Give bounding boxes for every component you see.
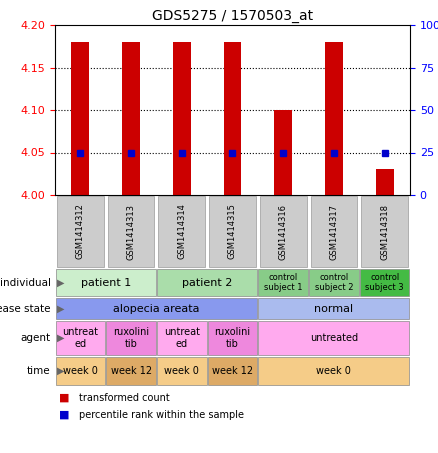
Text: week 0: week 0: [164, 366, 199, 376]
Bar: [157, 322, 207, 355]
Text: GSM1414315: GSM1414315: [228, 203, 237, 260]
Bar: [57, 197, 104, 266]
Bar: [208, 357, 258, 385]
Text: agent: agent: [21, 333, 51, 343]
Text: ▶: ▶: [57, 304, 65, 313]
Bar: [157, 357, 207, 385]
Bar: [361, 197, 408, 266]
Text: percentile rank within the sample: percentile rank within the sample: [79, 410, 244, 420]
Text: GSM1414312: GSM1414312: [76, 203, 85, 260]
Text: control
subject 2: control subject 2: [314, 273, 353, 292]
Bar: [56, 322, 105, 355]
Bar: [258, 322, 410, 355]
Text: week 0: week 0: [63, 366, 98, 376]
Bar: [159, 197, 205, 266]
Text: week 0: week 0: [317, 366, 351, 376]
Text: ▶: ▶: [57, 278, 65, 288]
Bar: [208, 322, 258, 355]
Text: GSM1414314: GSM1414314: [177, 203, 186, 260]
Bar: [71, 42, 89, 195]
Text: GSM1414313: GSM1414313: [127, 203, 136, 260]
Text: patient 2: patient 2: [182, 278, 232, 288]
Bar: [106, 357, 156, 385]
Bar: [106, 322, 156, 355]
Bar: [258, 357, 410, 385]
Text: disease state: disease state: [0, 304, 51, 313]
Text: week 12: week 12: [212, 366, 253, 376]
Bar: [56, 298, 258, 319]
Text: alopecia areata: alopecia areata: [113, 304, 200, 313]
Text: untreat
ed: untreat ed: [62, 327, 99, 349]
Text: GSM1414316: GSM1414316: [279, 203, 288, 260]
Text: ▶: ▶: [57, 366, 65, 376]
Text: ▶: ▶: [57, 333, 65, 343]
Bar: [376, 169, 393, 195]
Text: normal: normal: [314, 304, 353, 313]
Title: GDS5275 / 1570503_at: GDS5275 / 1570503_at: [152, 9, 313, 23]
Text: ruxolini
tib: ruxolini tib: [215, 327, 251, 349]
Bar: [157, 269, 258, 296]
Bar: [108, 197, 155, 266]
Bar: [260, 197, 307, 266]
Bar: [325, 42, 343, 195]
Text: control
subject 3: control subject 3: [365, 273, 404, 292]
Text: time: time: [27, 366, 51, 376]
Bar: [311, 197, 357, 266]
Bar: [360, 269, 410, 296]
Text: ■: ■: [60, 410, 70, 420]
Bar: [309, 269, 359, 296]
Bar: [56, 269, 156, 296]
Bar: [173, 42, 191, 195]
Text: week 12: week 12: [110, 366, 152, 376]
Text: ruxolini
tib: ruxolini tib: [113, 327, 149, 349]
Text: individual: individual: [0, 278, 51, 288]
Text: control
subject 1: control subject 1: [264, 273, 303, 292]
Bar: [56, 357, 105, 385]
Bar: [122, 42, 140, 195]
Bar: [224, 42, 241, 195]
Text: patient 1: patient 1: [81, 278, 131, 288]
Text: ■: ■: [60, 393, 70, 403]
Bar: [258, 298, 410, 319]
Bar: [274, 110, 292, 195]
Text: GSM1414317: GSM1414317: [329, 203, 339, 260]
Text: transformed count: transformed count: [79, 393, 170, 403]
Bar: [258, 269, 308, 296]
Text: untreated: untreated: [310, 333, 358, 343]
Text: GSM1414318: GSM1414318: [380, 203, 389, 260]
Text: untreat
ed: untreat ed: [164, 327, 200, 349]
Bar: [209, 197, 256, 266]
